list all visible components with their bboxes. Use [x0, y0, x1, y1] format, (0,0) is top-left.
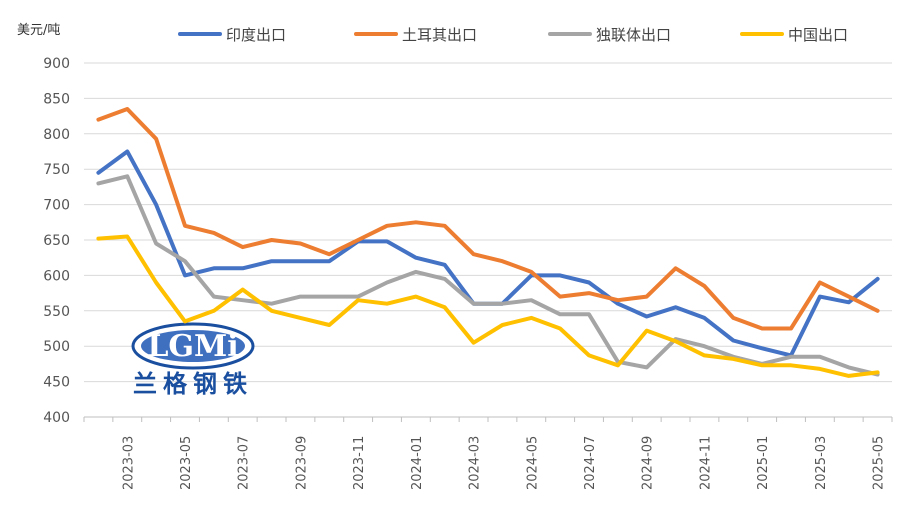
- y-tick-label: 850: [43, 91, 70, 107]
- y-tick-label: 500: [43, 339, 70, 355]
- watermark-chinese-text: 兰格钢铁: [133, 369, 253, 398]
- y-tick-label: 900: [43, 56, 70, 72]
- y-tick-label: 700: [43, 198, 70, 214]
- y-tick-label: 550: [43, 304, 70, 320]
- y-axis-label: 美元/吨: [17, 23, 60, 38]
- legend: 印度出口 土耳其出口 独联体出口 中国出口: [178, 26, 848, 44]
- x-tick-label: 2024-09: [641, 436, 656, 490]
- x-tick-label: 2024-07: [583, 436, 598, 490]
- legend-label: 印度出口: [226, 26, 286, 44]
- x-tick-label: 2024-05: [525, 436, 540, 490]
- legend-label: 中国出口: [788, 26, 848, 44]
- y-tick-label: 450: [43, 375, 70, 391]
- x-tick-label: 2024-01: [410, 436, 425, 490]
- series-lines: [96, 107, 880, 378]
- y-tick-label: 400: [43, 410, 70, 426]
- y-tick-labels: 400 450 500 550 600 650 700 750 800 850 900: [43, 56, 70, 426]
- x-tick-label: 2024-11: [698, 436, 713, 490]
- x-tick-label: 2023-05: [179, 436, 194, 490]
- x-tick-label: 2023-03: [121, 436, 136, 490]
- x-tick-label: 2023-07: [237, 436, 252, 490]
- y-tick-label: 600: [43, 268, 70, 284]
- series-line-3: [96, 234, 880, 378]
- x-tick-label: 2023-09: [294, 436, 309, 490]
- x-tick-label: 2023-11: [352, 436, 367, 490]
- x-tick-label: 2024-03: [468, 436, 483, 490]
- x-tick-label: 2025-03: [814, 436, 829, 490]
- watermark-logo-text: LGMi: [147, 329, 238, 364]
- x-tick-label: 2025-01: [756, 436, 771, 490]
- y-tick-label: 800: [43, 127, 70, 143]
- y-tick-label: 650: [43, 233, 70, 249]
- watermark-logo: LGMi 兰格钢铁: [131, 322, 255, 398]
- x-tick-label: 2025-05: [872, 436, 887, 490]
- series-line-1: [96, 107, 880, 331]
- x-tick-labels: 2023-03 2023-05 2023-07 2023-09 2023-11 2024-…: [83, 417, 893, 490]
- y-tick-label: 750: [43, 162, 70, 178]
- legend-label: 独联体出口: [596, 26, 671, 44]
- legend-label: 土耳其出口: [402, 26, 477, 44]
